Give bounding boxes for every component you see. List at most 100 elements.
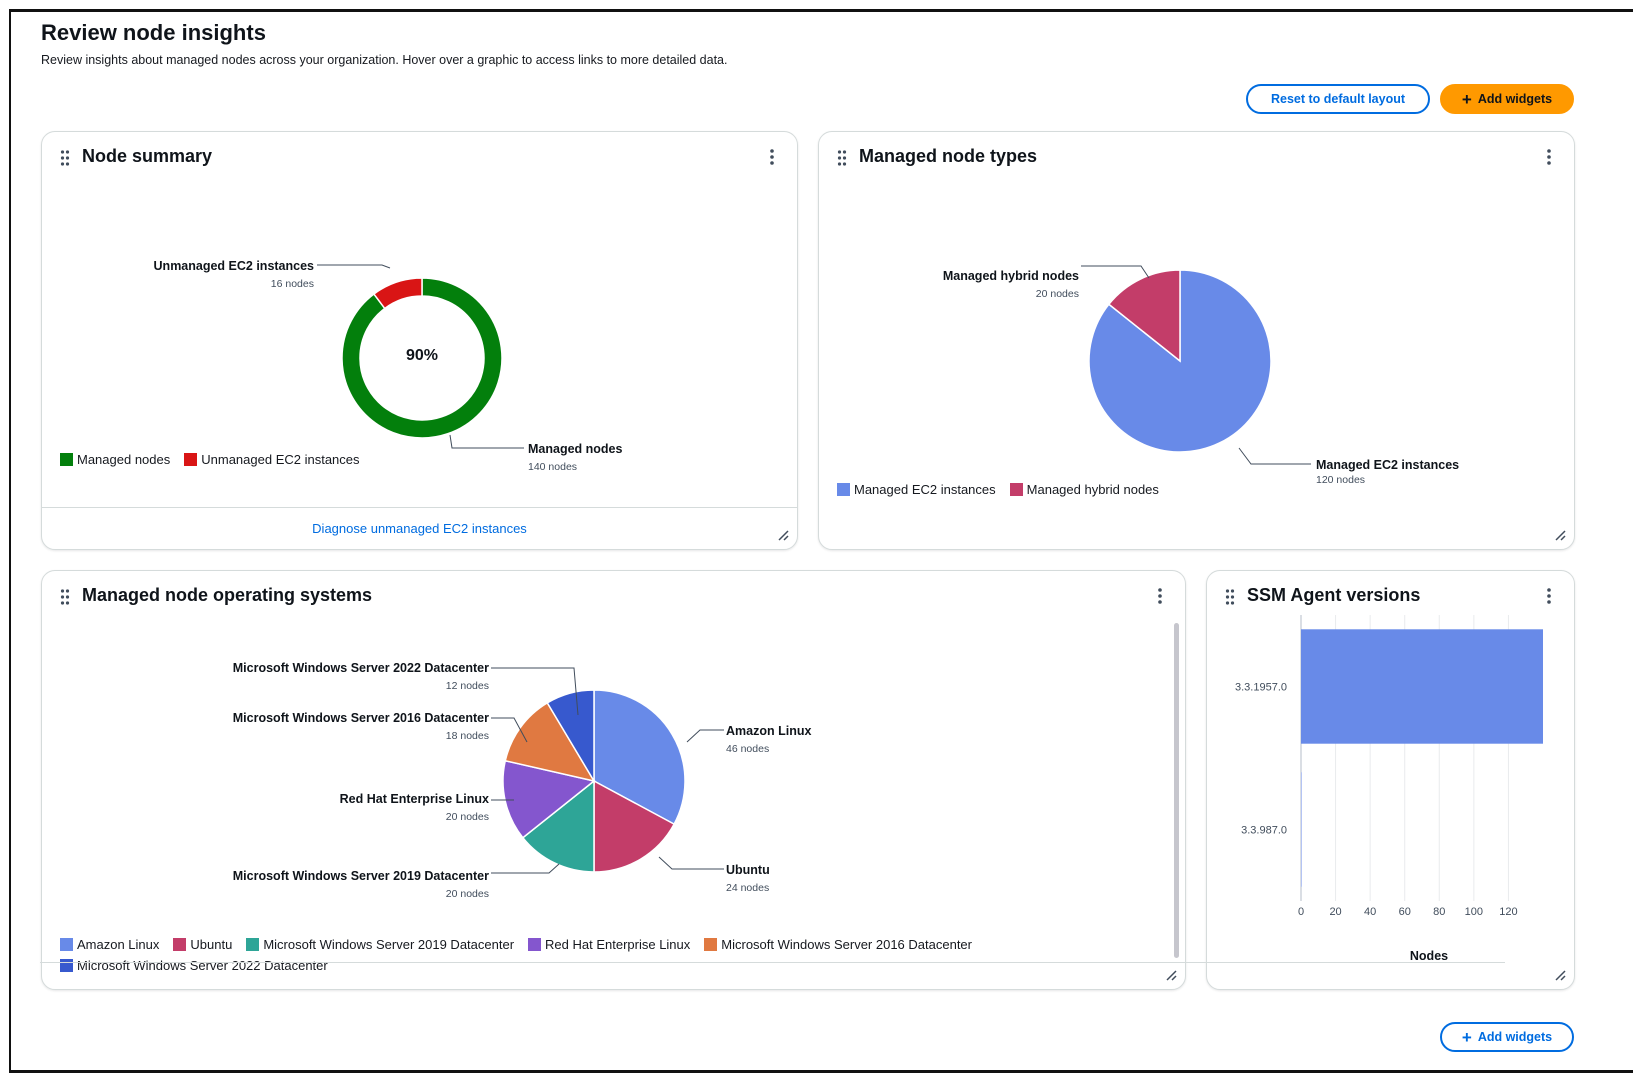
slice-label: Microsoft Windows Server 2016 Datacenter	[233, 711, 489, 725]
leader-line	[317, 264, 391, 269]
chart-legend: Managed nodes Unmanaged EC2 instances	[60, 452, 360, 467]
pie-slice-managed-hybrid-nodes[interactable]	[1107, 269, 1181, 363]
leader-line	[1238, 447, 1311, 465]
slice-detail-unmanaged: 16 nodes	[271, 278, 314, 290]
reset-layout-label: Reset to default layout	[1270, 92, 1406, 106]
slice-detail: 18 nodes	[446, 730, 489, 742]
legend-item[interactable]: Managed nodes	[60, 452, 170, 467]
diagnose-unmanaged-link[interactable]: Diagnose unmanaged EC2 instances	[312, 521, 527, 536]
reset-layout-button[interactable]: Reset to default layout	[1246, 84, 1430, 114]
slice-label-managed: Managed nodes	[528, 442, 623, 456]
legend-label: Ubuntu	[190, 937, 233, 952]
add-widgets-label: Add widgets	[1477, 1030, 1553, 1044]
slice-detail: 20 nodes	[446, 888, 489, 900]
leader-line	[449, 434, 524, 449]
slice-detail: 24 nodes	[726, 882, 769, 894]
leader-line	[686, 729, 724, 743]
donut-slice-unmanaged-ec2-instances[interactable]	[372, 277, 423, 310]
legend-label: Microsoft Windows Server 2019 Datacenter	[263, 937, 515, 952]
legend-item[interactable]: Managed EC2 instances	[837, 482, 996, 497]
managed-node-types-widget: Managed node types Managed hybrid nodes …	[818, 131, 1575, 550]
legend-label: Managed EC2 instances	[854, 482, 996, 497]
widget-actions-icon[interactable]	[1546, 587, 1552, 605]
legend-swatch	[60, 938, 73, 951]
chart-legend: Amazon Linux Ubuntu Microsoft Windows Se…	[60, 937, 1040, 973]
pie-slice-ubuntu[interactable]	[593, 779, 676, 873]
legend-swatch	[184, 453, 198, 466]
slice-label-unmanaged: Unmanaged EC2 instances	[154, 259, 315, 273]
pie-slice-red-hat-enterprise-linux[interactable]	[502, 759, 596, 839]
resize-handle-icon[interactable]	[1554, 969, 1566, 981]
add-widgets-button[interactable]: + Add widgets	[1440, 84, 1574, 114]
y-tick-label: 3.3.987.0	[1241, 825, 1287, 837]
leader-line	[1081, 265, 1150, 279]
pie-slice-microsoft-windows-server-2016-datacenter[interactable]	[504, 701, 596, 783]
scrollbar[interactable]	[1174, 623, 1179, 958]
plus-icon: +	[1461, 89, 1472, 109]
slice-label-hybrid: Managed hybrid nodes	[943, 269, 1079, 283]
legend-label: Microsoft Windows Server 2022 Datacenter	[77, 958, 328, 973]
page-description: Review insights about managed nodes acro…	[41, 53, 728, 67]
bar-3-3-1957-0[interactable]	[1301, 629, 1543, 744]
slice-detail-ec2: 120 nodes	[1316, 474, 1366, 486]
ssm-agent-versions-widget: SSM Agent versions 0 20 40 60 80 100 120 3.3.19…	[1206, 570, 1575, 990]
widget-actions-icon[interactable]	[1157, 587, 1163, 605]
drag-handle-icon[interactable]	[1225, 589, 1235, 605]
x-tick-label: 60	[1399, 906, 1411, 918]
legend-item[interactable]: Amazon Linux	[60, 937, 159, 952]
legend-item[interactable]: Unmanaged EC2 instances	[184, 452, 360, 467]
legend-label: Unmanaged EC2 instances	[201, 452, 360, 467]
widget-actions-icon[interactable]	[1546, 148, 1552, 166]
resize-handle-icon[interactable]	[1165, 969, 1177, 981]
x-tick-label: 100	[1465, 906, 1483, 918]
slice-label: Red Hat Enterprise Linux	[340, 792, 489, 806]
widget-title: Node summary	[82, 146, 213, 166]
leader-line	[658, 856, 724, 870]
plus-icon: +	[1461, 1027, 1472, 1047]
slice-detail: 12 nodes	[446, 680, 489, 692]
legend-swatch	[1009, 483, 1023, 496]
slice-detail-hybrid: 20 nodes	[1036, 288, 1079, 300]
x-tick-label: 20	[1329, 906, 1341, 918]
legend-swatch	[528, 938, 542, 951]
x-tick-label: 40	[1364, 906, 1376, 918]
donut-center-value: 90%	[406, 347, 438, 364]
legend-swatch	[246, 938, 260, 951]
y-tick-label: 3.3.1957.0	[1235, 682, 1287, 694]
page-title: Review node insights	[41, 20, 266, 45]
slice-detail-managed: 140 nodes	[528, 461, 577, 472]
drag-handle-icon[interactable]	[60, 589, 70, 605]
legend-swatch	[173, 938, 187, 951]
resize-handle-icon[interactable]	[1554, 529, 1566, 541]
leader-line	[491, 863, 560, 874]
pie-slice-microsoft-windows-server-2022-datacenter[interactable]	[546, 689, 595, 784]
legend-label: Microsoft Windows Server 2016 Datacenter	[721, 937, 972, 952]
divider	[40, 962, 1505, 963]
slice-detail: 20 nodes	[446, 811, 489, 823]
widget-actions-icon[interactable]	[769, 148, 775, 166]
node-summary-widget: Node summary Unmanaged EC2 instances 16 …	[41, 131, 798, 550]
bar-3-3-987-0[interactable]	[1301, 772, 1302, 887]
legend-swatch	[60, 959, 73, 972]
x-tick-label: 120	[1499, 906, 1517, 918]
legend-item[interactable]: Managed hybrid nodes	[1009, 482, 1159, 497]
legend-item[interactable]: Microsoft Windows Server 2022 Datacenter	[60, 958, 328, 973]
bottom-add-widgets-button[interactable]: + Add widgets	[1440, 1022, 1574, 1052]
agent-versions-chart: 0 20 40 60 80 100 120 3.3.1957.0 3.3.987.0 Nodes	[1235, 615, 1543, 963]
resize-handle-icon[interactable]	[777, 529, 789, 541]
legend-item[interactable]: Microsoft Windows Server 2016 Datacenter	[704, 937, 972, 952]
drag-handle-icon[interactable]	[60, 150, 70, 166]
add-widgets-label: Add widgets	[1477, 92, 1553, 106]
operating-systems-chart: Microsoft Windows Server 2022 Datacenter…	[233, 661, 812, 900]
legend-item[interactable]: Microsoft Windows Server 2019 Datacenter	[246, 937, 514, 952]
donut-slice-managed-nodes[interactable]	[341, 277, 503, 439]
node-summary-chart: Unmanaged EC2 instances 16 nodes Managed…	[154, 259, 623, 472]
legend-item[interactable]: Ubuntu	[173, 937, 232, 952]
widget-title: Managed node types	[859, 146, 1038, 166]
pie-slice-microsoft-windows-server-2019-datacenter[interactable]	[521, 779, 595, 873]
drag-handle-icon[interactable]	[837, 150, 847, 166]
legend-item[interactable]: Red Hat Enterprise Linux	[528, 937, 690, 952]
legend-label: Managed nodes	[77, 452, 171, 467]
slice-label: Ubuntu	[726, 863, 770, 877]
pie-slice-amazon-linux[interactable]	[593, 689, 686, 826]
